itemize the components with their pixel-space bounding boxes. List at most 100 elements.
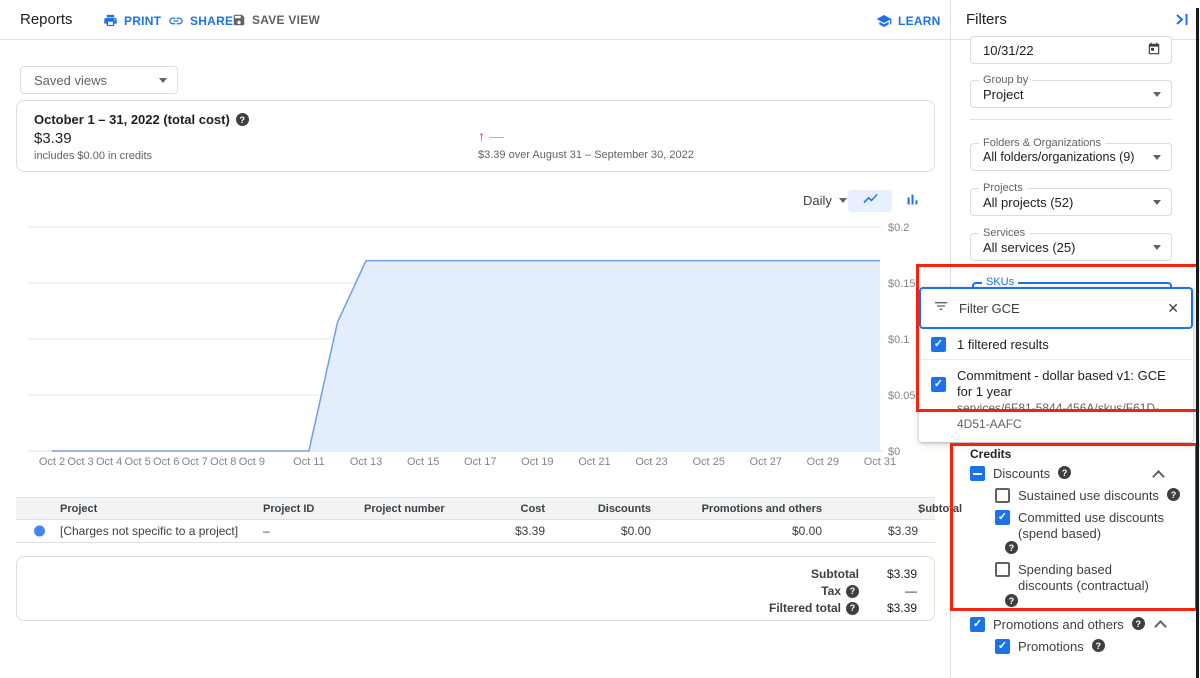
table-row[interactable]: [Charges not specific to a project] – $3… (16, 520, 935, 543)
line-chart-toggle[interactable] (848, 190, 892, 212)
chevron-down-icon (1153, 199, 1161, 205)
calendar-icon[interactable] (1147, 42, 1161, 59)
share-button[interactable]: SHARE (168, 13, 233, 29)
sku-filter-popup: Filter GCE ✕ 1 filtered results Commitme… (919, 287, 1193, 442)
help-icon[interactable]: ? (846, 584, 859, 598)
collapse-discounts-icon[interactable] (1152, 470, 1165, 483)
committed-discounts-checkbox[interactable] (995, 510, 1010, 525)
learn-icon (876, 13, 892, 29)
help-icon[interactable]: ? (846, 601, 859, 615)
promotions-group-label: Promotions and others (993, 617, 1124, 632)
spending-discounts-checkbox[interactable] (995, 562, 1010, 577)
help-icon[interactable]: ? (1091, 639, 1105, 652)
col-discounts[interactable]: Discounts (597, 502, 651, 515)
bar-chart-toggle[interactable] (901, 192, 923, 211)
skus-label: SKUs (982, 276, 1019, 288)
chevron-down-icon (838, 198, 847, 203)
learn-button[interactable]: LEARN (876, 13, 941, 29)
collapse-panel-icon[interactable] (1174, 12, 1190, 32)
credits-section-title: Credits (970, 447, 1012, 461)
filtered-total-label: Filtered total (768, 601, 841, 615)
projects-label: Projects (979, 182, 1027, 194)
sku-results-count-row[interactable]: 1 filtered results (919, 329, 1193, 360)
sustained-discounts-checkbox[interactable] (995, 488, 1010, 503)
col-project[interactable]: Project (60, 502, 98, 515)
series-color-dot (34, 525, 45, 537)
sku-result-row[interactable]: Commitment - dollar based v1: GCE for 1 … (919, 360, 1193, 442)
help-icon[interactable]: ? (1166, 488, 1180, 501)
spending-discounts-label: Spending based discounts (contractual) (1018, 562, 1149, 593)
help-icon[interactable]: ? (235, 113, 249, 126)
chevron-down-icon (1153, 154, 1161, 160)
projects-select[interactable]: Projects All projects (52) (970, 182, 1172, 216)
chevron-down-icon (159, 77, 167, 83)
folders-select[interactable]: Folders & Organizations All folders/orga… (970, 137, 1172, 171)
svg-text:Oct 7: Oct 7 (182, 456, 208, 468)
svg-text:Oct 27: Oct 27 (750, 456, 782, 468)
col-cost[interactable]: Cost (520, 502, 545, 515)
line-chart-icon (862, 190, 879, 212)
sustained-discounts-label: Sustained use discounts (1018, 488, 1159, 503)
promotions-checkbox[interactable] (995, 639, 1010, 654)
subtotal-value: $3.39 (886, 567, 917, 581)
help-icon[interactable]: ? (1005, 594, 1018, 607)
sku-filter-input[interactable]: Filter GCE ✕ (919, 287, 1193, 329)
help-icon[interactable]: ? (1058, 466, 1072, 479)
promotions-group-checkbox[interactable] (970, 617, 985, 632)
svg-text:Oct 17: Oct 17 (464, 456, 496, 468)
summary-title-text: October 1 – 31, 2022 (total cost) (34, 112, 230, 127)
tax-value: — (905, 584, 917, 598)
saved-views-label: Saved views (34, 72, 107, 88)
svg-text:Oct 13: Oct 13 (350, 456, 382, 468)
cell-project: [Charges not specific to a project] (60, 524, 239, 538)
summary-amount: $3.39 (34, 130, 72, 147)
close-icon[interactable]: ✕ (1167, 300, 1179, 316)
sku-result-path: services/6F81-5844-456A/skus/F61D-4D51-A… (957, 401, 1160, 431)
projects-value: All projects (52) (983, 194, 1074, 210)
col-promotions[interactable]: Promotions and others (701, 502, 822, 515)
save-view-button[interactable]: SAVE VIEW (232, 13, 320, 27)
svg-text:Oct 5: Oct 5 (125, 456, 151, 468)
tax-row: Tax? — (17, 583, 917, 599)
chevron-down-icon (1153, 91, 1161, 97)
discounts-group-row: Discounts ? (970, 466, 1072, 482)
subtotal-label: Subtotal (811, 567, 859, 581)
saved-views-select[interactable]: Saved views (20, 66, 178, 94)
collapse-promotions-icon[interactable] (1154, 620, 1167, 633)
print-icon (103, 13, 118, 28)
page-title: Reports (20, 11, 73, 28)
table-header-row: Project Project ID Project number Cost D… (16, 497, 962, 520)
filtered-total-value: $3.39 (886, 601, 917, 615)
save-view-label: SAVE VIEW (252, 13, 321, 27)
filters-divider (970, 119, 1172, 120)
interval-select[interactable]: Daily (803, 193, 847, 208)
panel-scrollbar[interactable] (1196, 8, 1199, 678)
print-label: PRINT (124, 13, 162, 28)
filters-panel-title: Filters (966, 11, 1007, 28)
svg-text:Oct 23: Oct 23 (635, 456, 667, 468)
interval-label: Daily (803, 193, 832, 208)
folders-value: All folders/organizations (9) (983, 150, 1135, 164)
sku-result-checkbox[interactable] (931, 377, 946, 392)
svg-text:Oct 19: Oct 19 (521, 456, 553, 468)
svg-text:Oct 11: Oct 11 (293, 456, 325, 468)
print-button[interactable]: PRINT (103, 13, 161, 28)
end-date-field[interactable]: 10/31/22 (970, 36, 1172, 64)
bar-chart-icon (904, 191, 921, 213)
group-by-value: Project (983, 86, 1024, 102)
services-select[interactable]: Services All services (25) (970, 227, 1172, 261)
svg-text:Oct 21: Oct 21 (578, 456, 610, 468)
cell-promotions: $0.00 (791, 524, 822, 538)
group-by-select[interactable]: Group by Project (970, 74, 1172, 108)
discounts-checkbox[interactable] (970, 466, 985, 481)
totals-card: Subtotal $3.39 Tax? — Filtered total? $3… (16, 556, 935, 621)
help-icon[interactable]: ? (1131, 617, 1145, 630)
help-icon[interactable]: ? (1005, 541, 1018, 554)
col-project-number[interactable]: Project number (364, 502, 445, 515)
select-all-checkbox[interactable] (931, 336, 946, 352)
committed-discounts-row: Committed use discounts (spend based) (995, 510, 1175, 542)
trend-indicator: ↑ — (478, 128, 504, 144)
col-project-id[interactable]: Project ID (263, 502, 315, 515)
svg-text:Oct 8: Oct 8 (210, 456, 236, 468)
